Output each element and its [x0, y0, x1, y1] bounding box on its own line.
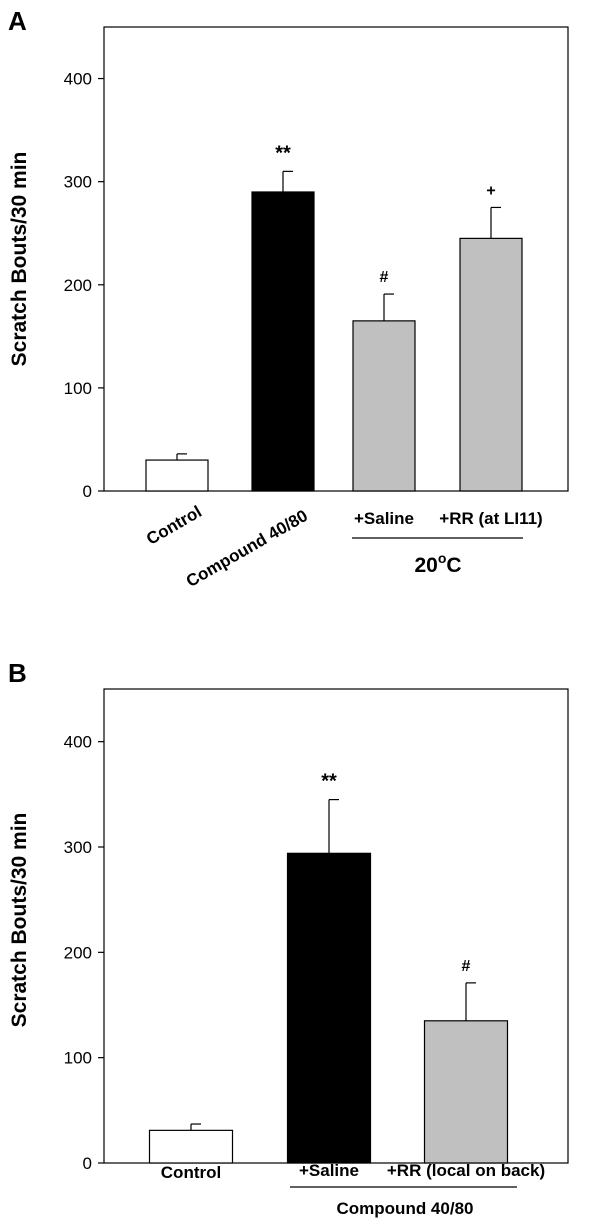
x-tick-label: +Saline — [299, 1161, 359, 1180]
bar — [459, 237, 523, 492]
y-tick-label: 300 — [64, 838, 92, 857]
significance-marker: # — [462, 958, 471, 975]
x-tick-label: Control — [161, 1163, 221, 1182]
group-label-text: Compound 40/80 — [337, 1199, 474, 1218]
bar — [148, 1129, 234, 1164]
y-tick-label: 400 — [64, 70, 92, 89]
group-label-text: 20 — [414, 554, 437, 577]
x-tick-label: +RR (at LI11) — [439, 509, 542, 528]
group-label: Compound 40/80 — [337, 1199, 474, 1218]
y-tick-label: 300 — [64, 173, 92, 192]
y-tick-label: 200 — [64, 943, 92, 962]
y-tick-label: 200 — [64, 276, 92, 295]
bar — [145, 459, 209, 492]
significance-marker: ** — [321, 771, 337, 793]
x-tick-label: +RR (local on back) — [387, 1161, 545, 1180]
significance-marker: ** — [275, 142, 291, 164]
y-axis-label: Scratch Bouts/30 min — [8, 813, 31, 1028]
y-axis-label: Scratch Bouts/30 min — [8, 152, 31, 367]
y-tick-label: 100 — [64, 1049, 92, 1068]
bar — [423, 1020, 509, 1164]
y-tick-label: 0 — [83, 1154, 92, 1173]
bar — [352, 320, 416, 492]
significance-marker: + — [486, 182, 495, 199]
panel-a: A 0 100 200 300 400 Scratch Bouts/30 min ** # + Co… — [8, 6, 569, 591]
bar — [251, 191, 315, 492]
bar — [286, 852, 372, 1164]
plot-frame — [103, 26, 569, 492]
group-label: 20oC — [414, 550, 461, 577]
x-tick-label: +Saline — [354, 509, 414, 528]
y-tick-label: 0 — [83, 482, 92, 501]
y-tick-label: 100 — [64, 379, 92, 398]
significance-marker: # — [380, 269, 389, 286]
group-label-suffix: C — [446, 554, 461, 577]
panel-label: B — [8, 658, 27, 688]
group-label-superscript: o — [438, 550, 447, 566]
panel-label: A — [8, 6, 27, 36]
y-tick-label: 400 — [64, 733, 92, 752]
x-tick-label: Control — [143, 502, 205, 549]
panel-b: B 0 100 200 300 400 Scratch Bouts/30 min ** # Con… — [8, 658, 569, 1218]
